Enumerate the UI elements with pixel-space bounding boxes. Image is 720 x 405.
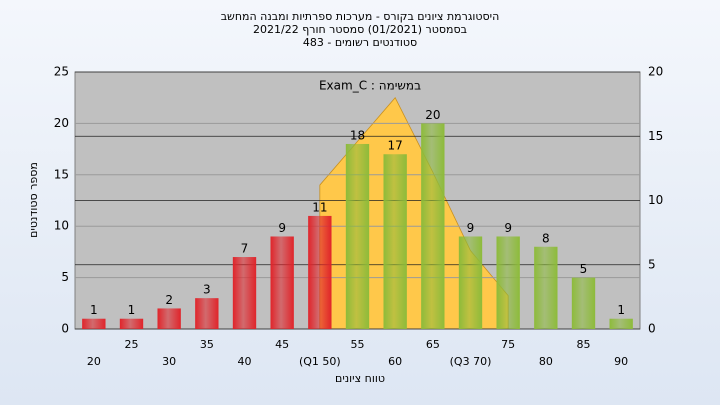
x-tick-label: 75	[501, 338, 515, 351]
y-tick-label: 10	[54, 219, 69, 233]
y-tick-label: 15	[54, 167, 69, 181]
bar	[195, 298, 219, 329]
data-label: 8	[542, 231, 550, 245]
data-label: 17	[388, 139, 403, 153]
x-tick-label: 35	[200, 338, 214, 351]
bar	[119, 318, 144, 329]
x-tick-label: 30	[162, 355, 176, 368]
data-label: 5	[580, 262, 588, 276]
data-label: 9	[278, 221, 286, 235]
bar	[157, 308, 181, 329]
x-tick-label: 25	[125, 338, 139, 351]
y-tick-label: 0	[61, 322, 69, 336]
data-label: 20	[425, 108, 440, 122]
y-axis-label: מספר סטודנטים	[27, 162, 40, 238]
x-tick-label: 55	[351, 338, 365, 351]
chart-title: היסטוגרמת ציונים בקורס - מערכות ספרתיות …	[221, 10, 500, 23]
x-tick-label: (Q1 50)	[299, 355, 341, 368]
y2-tick-label: 5	[648, 257, 656, 271]
bar	[308, 215, 332, 329]
bar	[383, 154, 407, 329]
x-tick-label: 45	[275, 338, 289, 351]
data-label: 9	[467, 221, 475, 235]
data-label: 1	[617, 303, 625, 317]
data-label: 7	[241, 242, 249, 256]
bar	[534, 246, 558, 329]
y-tick-label: 5	[61, 270, 69, 284]
chart-subtitle: בסמסטר (01/2021) סמסטר חורף 2021/22	[253, 23, 467, 36]
data-label: 3	[203, 283, 211, 297]
y-tick-label: 25	[54, 65, 69, 79]
x-tick-label: 90	[614, 355, 628, 368]
x-tick-label: 60	[388, 355, 402, 368]
annotation: במשימה : Exam_C	[319, 79, 421, 93]
x-tick-label: (Q3 70)	[450, 355, 492, 368]
x-tick-label: 20	[87, 355, 101, 368]
data-label: 2	[165, 293, 173, 307]
bar	[496, 236, 520, 329]
data-label: 1	[128, 303, 136, 317]
y2-tick-label: 20	[648, 65, 663, 79]
data-label: 9	[504, 221, 512, 235]
bar	[270, 236, 294, 329]
data-label: 18	[350, 128, 365, 142]
bar	[345, 143, 370, 329]
x-axis-label: טווח ציונים	[335, 372, 385, 385]
chart-subtitle: 483 - סטודנטים רשומים	[303, 36, 417, 49]
x-tick-label: 85	[577, 338, 591, 351]
y-tick-label: 20	[54, 116, 69, 130]
x-tick-label: 80	[539, 355, 553, 368]
bar	[458, 236, 483, 329]
bar	[421, 123, 445, 330]
data-label: 1	[90, 303, 98, 317]
bar	[571, 277, 596, 329]
x-tick-label: 65	[426, 338, 440, 351]
y2-tick-label: 15	[648, 129, 663, 143]
y2-tick-label: 10	[648, 193, 663, 207]
y2-tick-label: 0	[648, 322, 656, 336]
x-tick-label: 40	[238, 355, 252, 368]
data-label: 11	[312, 200, 327, 214]
bar	[82, 318, 106, 329]
bar	[609, 318, 633, 329]
bar	[232, 257, 257, 329]
